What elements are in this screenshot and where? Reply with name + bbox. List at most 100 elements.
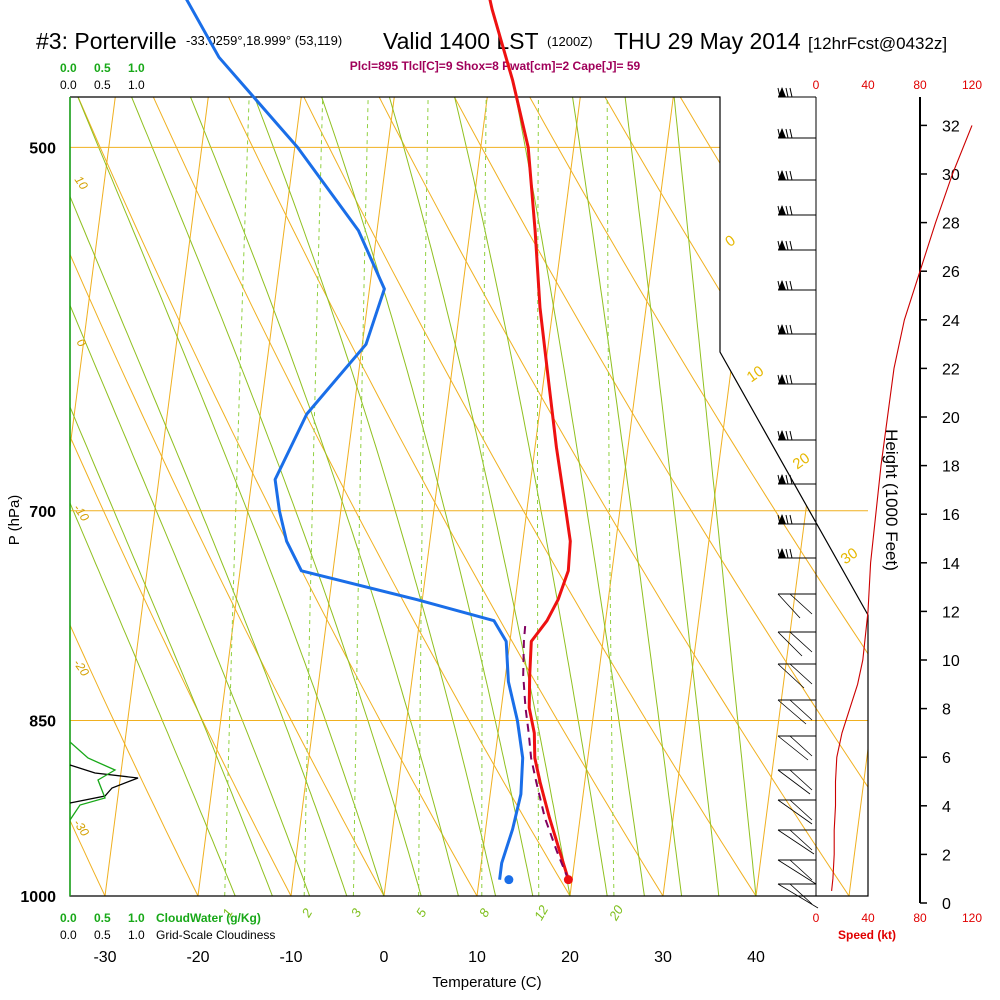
dry-adiabat-line <box>70 97 757 896</box>
cloudiness-tick-top-1: 0.5 <box>94 78 111 92</box>
wind-barb-flag <box>785 374 789 385</box>
isotherm-label: -30 <box>71 817 93 840</box>
height-tick-label: 8 <box>942 702 951 719</box>
cloudiness-tick-bottom-1: 0.5 <box>94 928 111 942</box>
dewpoint-profile <box>185 0 525 880</box>
height-tick-label: 6 <box>942 750 951 767</box>
wind-barb-tick <box>777 699 807 725</box>
temperature-profile <box>488 0 572 881</box>
pressure-tick-label: 700 <box>29 504 56 521</box>
valid-date: THU 29 May 2014 <box>614 28 801 54</box>
dry-adiabat-line <box>70 97 664 896</box>
dry-adiabat-line <box>597 97 868 896</box>
wind-speed-curve <box>831 125 973 891</box>
cloudiness-tick-top-0: 0.0 <box>60 78 77 92</box>
wind-barb-tick <box>789 593 813 615</box>
wind-barbs <box>777 87 819 909</box>
wind-barb <box>777 663 816 689</box>
parcel-profile <box>522 620 570 881</box>
isotherm-line <box>755 97 868 896</box>
dry-adiabat-line <box>164 97 868 896</box>
isotherm-label: 10 <box>72 173 91 192</box>
moist-adiabat-line <box>70 97 385 896</box>
wind-barb-flag <box>785 514 789 525</box>
wind-barb-pennant <box>778 474 786 484</box>
temperature-tick-label: 30 <box>654 949 672 966</box>
height-tick-label: 18 <box>942 459 960 476</box>
wind-barb-flag <box>789 170 793 181</box>
speed-tick-label-bottom: 40 <box>861 911 875 925</box>
cloudwater-tick-bottom-2: 1.0 <box>128 911 145 925</box>
speed-tick-label-top: 80 <box>913 78 927 92</box>
height-tick-label: 26 <box>942 264 960 281</box>
cloud-profile <box>69 741 139 821</box>
mixing-ratio-label: 12 <box>531 902 552 923</box>
wind-barb-tick <box>777 769 811 795</box>
isotherm-label: -20 <box>71 657 93 680</box>
wind-barb-pennant <box>778 240 786 250</box>
wind-barb-tick <box>789 799 813 821</box>
moist-adiabat-line <box>70 97 422 896</box>
height-tick-label: 22 <box>942 361 960 378</box>
wind-barb <box>777 170 816 181</box>
mixing-ratio-line <box>303 97 329 896</box>
wind-barb <box>777 430 816 441</box>
utc-time: (1200Z) <box>547 34 593 49</box>
height-tick-label: 0 <box>942 896 951 913</box>
wind-barb-flag <box>785 430 789 441</box>
wind-barb <box>777 829 816 855</box>
temperature-tick-label: 0 <box>380 949 389 966</box>
isotherm-line <box>104 97 305 896</box>
wind-barb-tick <box>789 883 813 905</box>
dry-adiabat-label: 20 <box>790 450 813 473</box>
pressure-gridlines <box>70 146 868 897</box>
moist-adiabat-line <box>221 97 608 896</box>
wind-barb-flag <box>785 474 789 485</box>
wind-barb <box>777 883 819 909</box>
wind-barb <box>777 128 816 139</box>
mixing-ratio-line <box>537 97 541 896</box>
isotherm-line <box>290 97 491 896</box>
speed-tick-label-top: 0 <box>813 78 820 92</box>
height-tick-label: 30 <box>942 167 960 184</box>
wind-barb <box>777 205 816 216</box>
wind-barb-flag <box>789 324 793 335</box>
thermo-grid <box>70 97 868 896</box>
isotherm-label: -10 <box>71 502 93 525</box>
wind-barb-tick <box>789 769 813 791</box>
pressure-axis-title: P (hPa) <box>6 495 23 546</box>
wind-barb-flag <box>789 514 793 525</box>
dry-adiabat-line <box>70 97 292 896</box>
wind-barb-tick <box>777 593 801 619</box>
dry-adiabat-line <box>349 97 868 896</box>
mixing-ratio-line <box>418 97 432 896</box>
temperature-tick-label: -20 <box>186 949 209 966</box>
wind-barb-flag <box>785 280 789 291</box>
sounding-profiles <box>185 0 573 885</box>
wind-barb-tick <box>789 663 813 685</box>
wind-barb <box>777 87 816 98</box>
mixing-ratio-line <box>352 97 374 896</box>
wind-barb-tick <box>777 663 805 689</box>
temperature-axis-title: Temperature (C) <box>432 974 541 991</box>
cloudwater-tick-top-0: 0.0 <box>60 61 77 75</box>
station-coords: -33.0259°,18.999° (53,119) <box>186 33 342 48</box>
wind-barb <box>777 514 816 525</box>
mixing-ratio-label: 3 <box>348 905 365 919</box>
cloud-axis-labels-bottom: 0.0 0.5 1.0 CloudWater (g/Kg) 0.0 0.5 1.… <box>60 911 275 942</box>
isotherm-line <box>70 97 212 896</box>
moist-adiabat-line <box>121 97 571 896</box>
speed-tick-label-top: 120 <box>962 78 982 92</box>
wind-barb-tick <box>777 799 813 825</box>
moist-adiabat-line <box>70 97 459 896</box>
temperature-tick-label: 20 <box>561 949 579 966</box>
wind-barb-pennant <box>778 205 786 215</box>
wind-barb-tick <box>789 631 813 653</box>
cloudwater-tick-bottom-1: 0.5 <box>94 911 111 925</box>
temperature-axis-labels: -30 -20 -10 0 10 20 30 40 <box>93 949 765 966</box>
wind-barb-pennant <box>778 170 786 180</box>
wind-barb-pennant <box>778 280 786 290</box>
mixing-ratio-label: 2 <box>298 905 315 920</box>
pressure-axis-labels: 2503004005007008501000 <box>20 140 56 906</box>
